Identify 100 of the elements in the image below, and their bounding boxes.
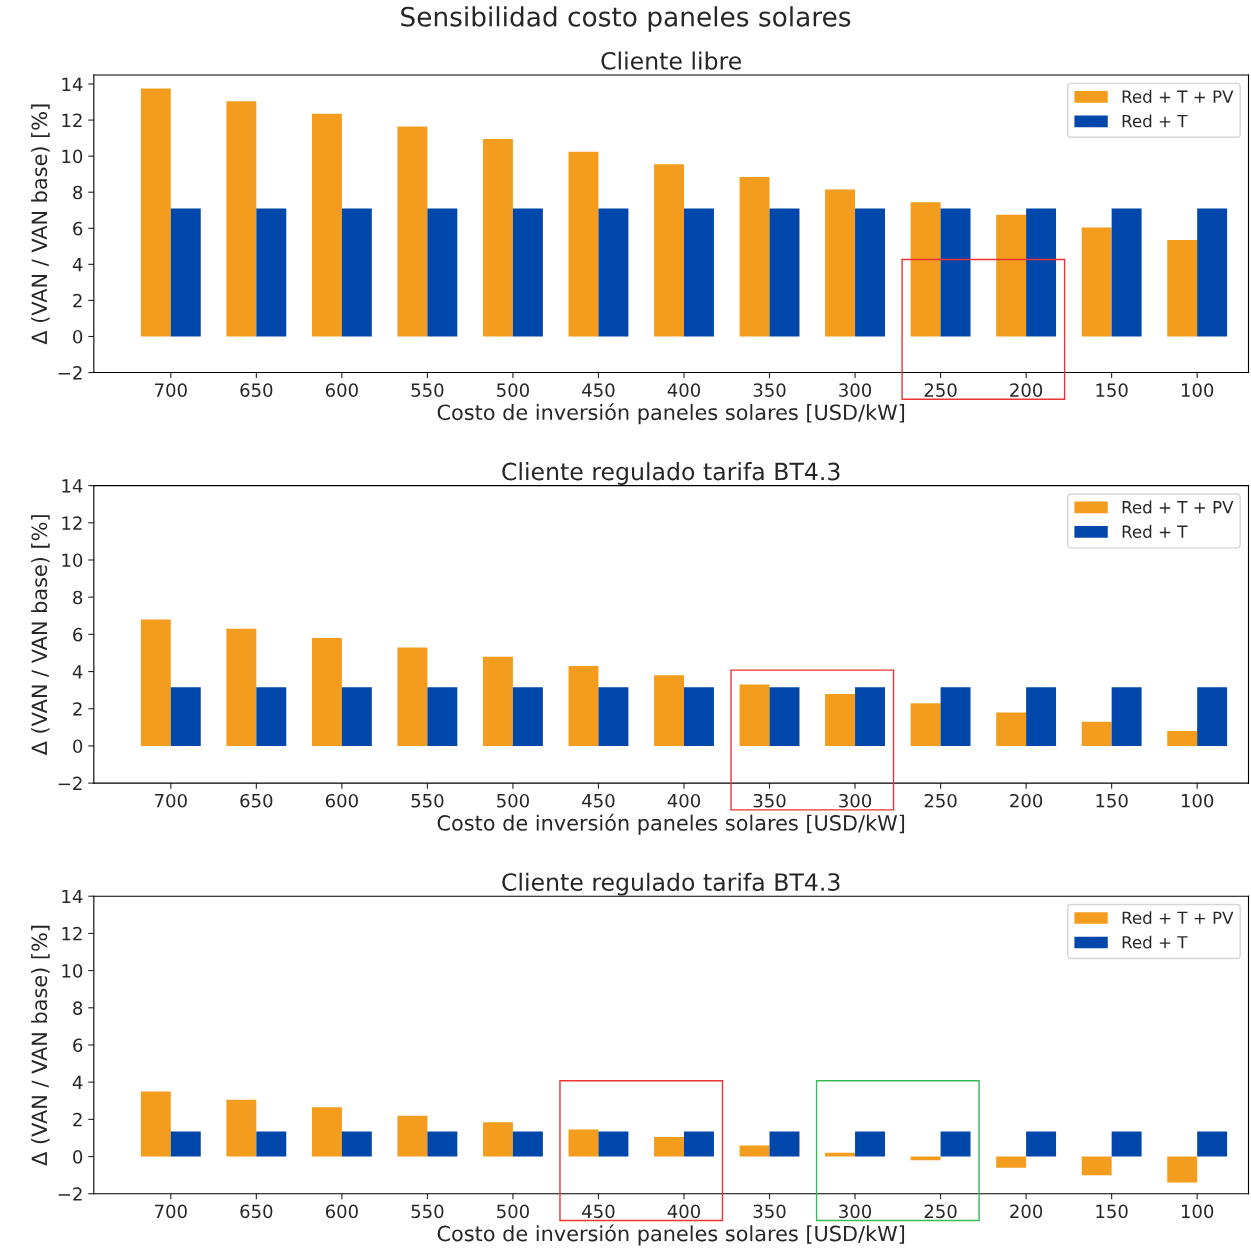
x-tick-label: 150 [1096, 383, 1128, 397]
x-tick-label: 550 [411, 793, 444, 808]
chart-title: Cliente regulado tarifa BT4.3 [502, 872, 840, 896]
legend-label: Red + T + PV [1122, 911, 1234, 925]
y-tick-label: 8 [73, 185, 83, 200]
bar [1026, 208, 1057, 337]
x-tick-label: 200 [1010, 383, 1043, 397]
bar [1081, 1156, 1112, 1176]
bar [512, 208, 543, 337]
bar [1197, 687, 1228, 746]
x-tick-label: 300 [839, 383, 872, 397]
bar [1111, 208, 1142, 337]
y-tick-label: 0 [73, 739, 83, 754]
bar [170, 687, 201, 746]
y-tick-label: 0 [73, 1150, 83, 1164]
bar [311, 113, 342, 337]
bar [568, 151, 599, 337]
bar [654, 1137, 684, 1157]
bar [739, 684, 770, 746]
bar [598, 1131, 629, 1157]
bar [769, 208, 800, 337]
bar [996, 214, 1027, 337]
bar [1081, 227, 1112, 337]
legend-label: Red + T + PV [1122, 500, 1234, 514]
x-tick-label: 100 [1181, 383, 1214, 397]
bar [769, 687, 800, 746]
y-tick-label: 0 [73, 329, 83, 344]
x-tick-label: 300 [839, 1204, 872, 1219]
bar [1167, 240, 1198, 337]
y-tick-label: −2 [58, 366, 82, 380]
y-tick-label: 8 [73, 590, 83, 605]
bar [427, 687, 458, 746]
chart-title: Cliente regulado tarifa BT4.3 [502, 462, 840, 485]
bar [940, 208, 971, 337]
bar [855, 208, 885, 337]
x-tick-label: 700 [155, 1204, 187, 1219]
y-axis-title: Δ (VAN / VAN base) [%] [31, 104, 50, 345]
x-tick-label: 450 [582, 383, 615, 397]
bar [427, 208, 458, 337]
y-axis-title: Δ (VAN / VAN base) [%] [31, 925, 50, 1166]
x-tick-label: 400 [667, 1204, 701, 1219]
bar [341, 687, 372, 746]
bar [226, 1099, 257, 1157]
y-axis-title: Δ (VAN / VAN base) [%] [31, 515, 50, 756]
bar [1081, 721, 1112, 746]
bar [855, 1131, 885, 1157]
bar [397, 1115, 428, 1157]
x-tick-label: 500 [497, 793, 529, 808]
legend-label: Red + T [1122, 525, 1188, 538]
y-tick-label: 2 [73, 1112, 82, 1127]
x-tick-label: 650 [240, 793, 273, 808]
y-tick-label: 8 [73, 1001, 83, 1015]
bar [170, 1131, 201, 1157]
bar [568, 665, 599, 746]
bar [256, 208, 287, 337]
bar [568, 1129, 599, 1157]
y-tick-label: 4 [72, 1075, 83, 1090]
bar [1197, 1131, 1228, 1157]
bar [598, 687, 629, 746]
x-tick-label: 350 [753, 1204, 786, 1219]
x-axis-title: Costo de inversión paneles solares [USD/kW] [437, 813, 905, 835]
y-tick-label: 12 [62, 516, 82, 530]
y-tick-label: 2 [73, 293, 82, 308]
y-tick-label: 14 [62, 77, 83, 91]
bar [683, 1131, 714, 1157]
text: Sensibilidad costo paneles solares [401, 6, 851, 32]
x-tick-label: 200 [1010, 1204, 1043, 1219]
x-tick-label: 550 [411, 1204, 444, 1219]
bar [226, 101, 257, 337]
bar [910, 703, 941, 746]
x-tick-label: 250 [924, 383, 957, 397]
x-tick-label: 550 [411, 383, 444, 397]
bar [996, 712, 1027, 746]
x-tick-label: 650 [240, 1204, 273, 1219]
chart-title: Cliente libre [601, 51, 741, 70]
bar [940, 1131, 971, 1157]
bar [739, 176, 770, 337]
legend-label: Red + T + PV [1122, 90, 1234, 103]
y-tick-label: 12 [62, 926, 82, 941]
bar [825, 189, 856, 337]
x-tick-label: 650 [240, 383, 273, 397]
y-tick-label: 10 [62, 964, 83, 978]
x-tick-label: 500 [497, 1204, 529, 1219]
y-tick-label: 12 [62, 113, 82, 127]
bar [482, 656, 513, 746]
bar [140, 619, 171, 746]
x-tick-label: 100 [1181, 1204, 1214, 1219]
bar [825, 1152, 856, 1157]
bar [683, 208, 714, 337]
legend-label: Red + T [1122, 935, 1188, 949]
bar [397, 126, 428, 337]
bar [140, 88, 171, 337]
bar [482, 1122, 513, 1157]
x-axis-title: Costo de inversión paneles solares [USD/kW] [437, 1224, 905, 1246]
x-tick-label: 600 [325, 793, 358, 808]
x-tick-label: 400 [667, 383, 701, 397]
y-tick-label: 6 [73, 221, 83, 236]
y-tick-label: 4 [72, 665, 83, 679]
x-tick-label: 300 [839, 793, 872, 808]
x-tick-label: 450 [582, 1204, 615, 1219]
